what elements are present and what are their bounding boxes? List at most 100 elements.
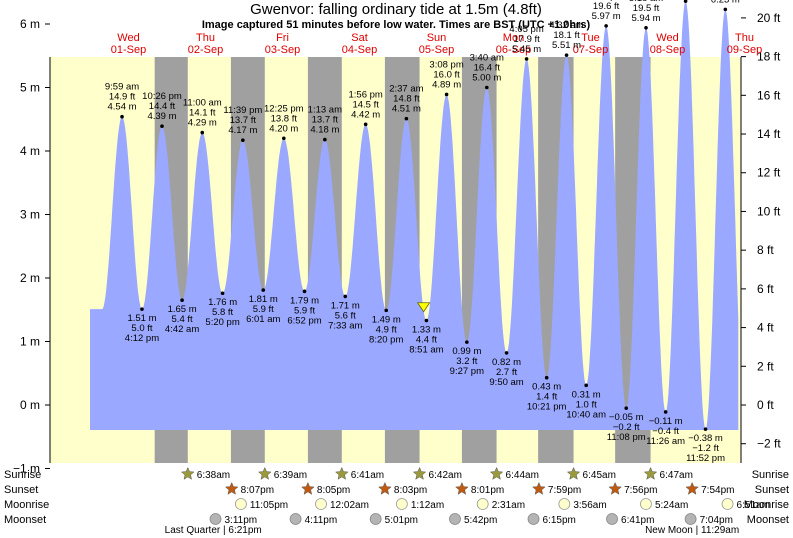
- extreme-point: [343, 294, 348, 299]
- low-time-label: 6:01 am: [246, 314, 280, 325]
- high-m-label: 4.39 m: [147, 111, 176, 122]
- extreme-point: [644, 26, 648, 30]
- low-m-label: −0.38 m: [688, 433, 723, 444]
- sunset-time: 8:01pm: [471, 485, 504, 496]
- low-ft-label: 2.7 ft: [496, 367, 517, 378]
- extreme-point: [723, 7, 728, 12]
- low-time-label: 4:12 pm: [125, 333, 159, 344]
- low-ft-label: −1.2 ft: [692, 443, 719, 454]
- date-label: 04-Sep: [342, 44, 377, 56]
- moonset-icon: [369, 513, 382, 525]
- high-m-label: 5.97 m: [592, 11, 621, 22]
- moonset-time: 5:01pm: [385, 515, 418, 526]
- moonset-icon: [684, 513, 697, 525]
- y-left-tick-label: 6 m: [20, 17, 40, 31]
- y-left-tick-label: 1 m: [20, 335, 40, 349]
- moonrise-icon: [235, 498, 247, 510]
- high-m-label: 4.54 m: [108, 102, 137, 113]
- sunrise-time: 6:47am: [660, 470, 693, 481]
- moonrise-time: 6:51am: [737, 500, 770, 511]
- high-ft-label: 16.4 ft: [474, 63, 501, 74]
- extreme-point: [220, 291, 225, 296]
- high-ft-label: 19.6 ft: [593, 1, 620, 12]
- low-m-label: 0.82 m: [492, 357, 521, 368]
- low-m-label: 1.65 m: [168, 304, 197, 315]
- high-m-label: 4.42 m: [351, 109, 380, 120]
- extreme-point: [703, 427, 708, 431]
- sunrise-time: 6:42am: [429, 470, 462, 481]
- tide-curve: [90, 1, 739, 430]
- sunrise-time: 6:39am: [274, 470, 307, 481]
- low-time-label: 10:21 pm: [527, 402, 567, 413]
- moonrise-time: 3:56am: [573, 500, 606, 511]
- high-ft-label: 14.1 ft: [189, 108, 216, 119]
- extreme-point: [484, 85, 489, 90]
- moonrise-time: 12:02am: [330, 500, 369, 511]
- astro-row-label-right: Moonset: [747, 514, 789, 526]
- date-label: 07-Sep: [573, 44, 608, 56]
- extreme-point: [384, 308, 389, 313]
- low-m-label: 1.81 m: [249, 294, 278, 305]
- low-m-label: 1.76 m: [208, 297, 237, 308]
- sunset-time: 7:59pm: [548, 485, 581, 496]
- chart-title: Gwenvor: falling ordinary tide at 1.5m (…: [250, 1, 542, 18]
- high-ft-label: 16.0 ft: [433, 69, 460, 80]
- high-time-label: 4:32 am: [549, 20, 583, 31]
- date-label: 05-Sep: [419, 44, 454, 56]
- sunrise-time: 6:41am: [351, 470, 384, 481]
- moonrise-icon: [315, 498, 327, 510]
- low-m-label: 1.71 m: [331, 300, 360, 311]
- moonset-icon: [527, 513, 540, 525]
- y-right-tick-label: 16 ft: [757, 88, 781, 102]
- moonrise-time: 2:31am: [492, 500, 525, 511]
- date-label: 09-Sep: [727, 44, 762, 56]
- astro-row-label-right: Sunset: [755, 484, 789, 496]
- low-ft-label: 5.8 ft: [212, 307, 233, 318]
- date-label: 06-Sep: [496, 44, 531, 56]
- extreme-point: [584, 383, 588, 388]
- sunrise-icon: [643, 466, 658, 480]
- high-m-label: 4.51 m: [392, 104, 421, 115]
- low-time-label: 9:27 pm: [450, 366, 484, 377]
- moonset-icon: [449, 513, 461, 525]
- axes: −1 m 0 m 1 m 2 m 3 m 4 m 5 m 6 m −2 ft 0 ft 2 ft 4 …: [13, 11, 781, 476]
- moonrise-icon: [395, 498, 408, 510]
- sunset-icon: [532, 481, 546, 495]
- low-ft-label: 5.9 ft: [253, 304, 274, 315]
- low-m-label: 0.43 m: [532, 382, 561, 393]
- extreme-point: [241, 138, 245, 143]
- current-tide-marker: [416, 302, 431, 313]
- extreme-point: [465, 340, 469, 344]
- y-right-tick-label: −2 ft: [757, 437, 781, 451]
- sunset-icon: [685, 481, 699, 495]
- astro-row-label-left: Sunset: [4, 484, 38, 496]
- extreme-point: [564, 53, 569, 57]
- moonset-time: 7:04pm: [700, 515, 733, 526]
- sunset-time: 8:07pm: [241, 485, 274, 496]
- low-ft-label: 5.6 ft: [335, 310, 356, 321]
- y-left-tick-label: 0 m: [20, 398, 40, 412]
- sunrise-icon: [180, 466, 195, 480]
- day-labels: Wed01-SepThu02-SepFri03-SepSat04-SepSun0…: [111, 32, 762, 56]
- moonrise-time: 11:05pm: [250, 500, 288, 511]
- moonset-time: 6:15pm: [543, 515, 576, 526]
- sunrise-time: 6:45am: [583, 470, 616, 481]
- astro-row-label-left: Moonset: [4, 514, 46, 526]
- extreme-point: [282, 136, 286, 141]
- sunrise-icon: [334, 466, 349, 480]
- sunrise-time: 6:44am: [506, 470, 539, 481]
- low-ft-label: 1.0 ft: [576, 399, 597, 410]
- extreme-point: [120, 114, 124, 119]
- high-time-label: 1:56 pm: [348, 89, 382, 100]
- low-time-label: 4:42 am: [165, 324, 199, 335]
- high-m-label: 4.29 m: [188, 118, 217, 129]
- low-ft-label: 5.9 ft: [294, 305, 315, 316]
- high-ft-label: 14.5 ft: [352, 99, 379, 110]
- extreme-point: [404, 116, 409, 121]
- high-time-label: 9:59 am: [105, 82, 139, 93]
- low-ft-label: 3.2 ft: [456, 356, 477, 367]
- high-ft-label: 14.8 ft: [393, 94, 420, 105]
- high-m-label: 6.23 m: [711, 0, 740, 5]
- high-m-label: 4.17 m: [228, 125, 257, 136]
- y-left-tick-label: −1 m: [13, 462, 40, 476]
